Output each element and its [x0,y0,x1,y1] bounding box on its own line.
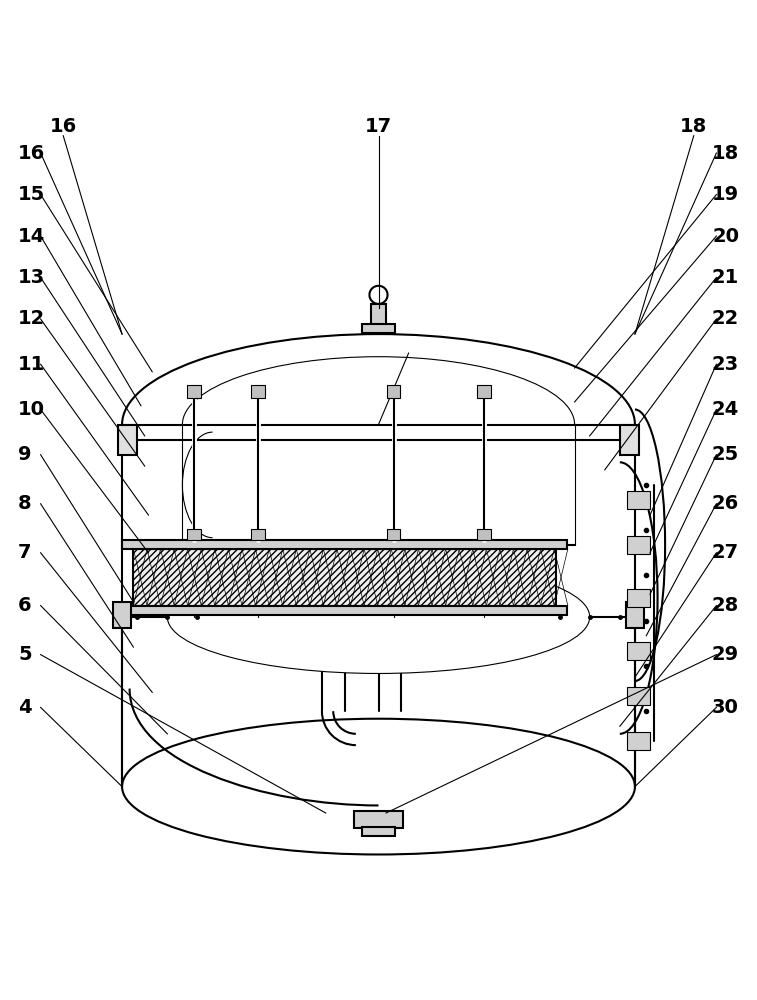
Text: 20: 20 [712,227,739,246]
Text: 12: 12 [18,309,45,328]
Text: 7: 7 [18,543,32,562]
Text: 16: 16 [50,117,77,136]
Bar [371,304,386,327]
Bar [113,602,131,628]
Bar [251,385,265,398]
Bar [620,425,639,455]
Bar [133,549,556,606]
Text: 18: 18 [712,144,739,163]
Text: 26: 26 [712,494,739,513]
Text: 18: 18 [680,117,707,136]
Text: 29: 29 [712,645,739,664]
Text: 10: 10 [18,400,45,419]
Text: 21: 21 [712,268,739,287]
Ellipse shape [122,719,635,854]
Bar [354,811,403,828]
Text: 17: 17 [365,117,392,136]
Text: 5: 5 [18,645,32,664]
Text: 30: 30 [712,698,739,717]
Text: 16: 16 [18,144,45,163]
Bar [628,732,650,750]
Bar [628,642,650,660]
Bar [478,529,491,540]
Text: 11: 11 [18,355,45,374]
Bar [122,606,567,615]
Bar [387,385,400,398]
Text: 14: 14 [18,227,45,246]
Text: 8: 8 [18,494,32,513]
Text: 24: 24 [712,400,739,419]
Text: 28: 28 [712,596,739,615]
Bar [628,589,650,607]
Bar [187,529,201,540]
Bar [628,687,650,705]
Bar [251,529,265,540]
Text: 25: 25 [712,445,739,464]
Text: 13: 13 [18,268,45,287]
Bar [628,536,650,554]
Text: 4: 4 [18,698,32,717]
Bar [122,540,567,549]
Text: 23: 23 [712,355,739,374]
Bar [478,385,491,398]
Text: 19: 19 [712,185,739,204]
Text: 9: 9 [18,445,32,464]
Bar [362,324,395,333]
Bar [187,385,201,398]
Text: 15: 15 [18,185,45,204]
Bar [387,529,400,540]
Text: 22: 22 [712,309,739,328]
Text: 27: 27 [712,543,739,562]
Bar [628,491,650,509]
Bar [118,425,137,455]
Bar [626,602,644,628]
Ellipse shape [167,560,590,673]
Text: 6: 6 [18,596,32,615]
Bar [362,827,395,836]
